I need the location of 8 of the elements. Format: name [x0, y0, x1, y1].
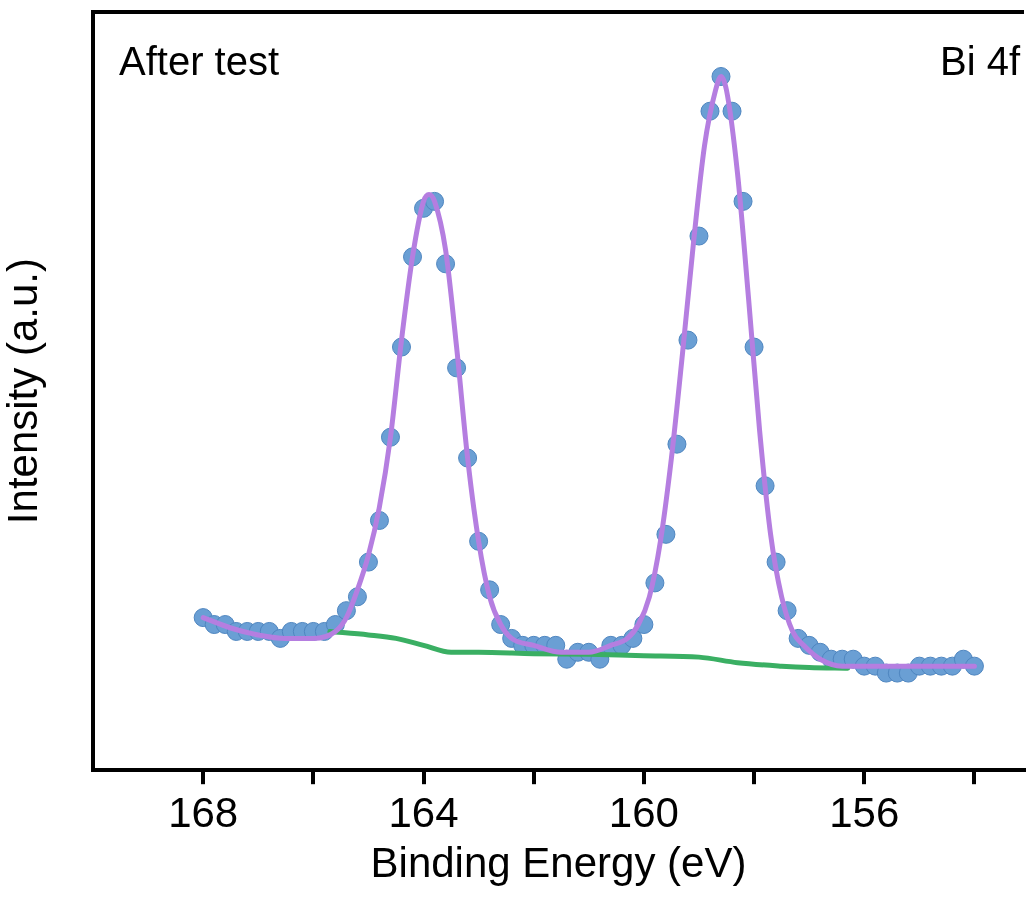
annotation: After test: [119, 39, 280, 84]
x-tick-label: 160: [608, 788, 679, 836]
x-tick-label: 168: [168, 788, 239, 836]
x-axis-title: Binding Energy (eV): [370, 839, 747, 887]
x-tick-label: 156: [829, 788, 900, 836]
annotation: Bi 4f: [939, 39, 1021, 84]
x-tick-label: 164: [388, 788, 459, 836]
y-axis-title: Intensity (a.u.): [0, 258, 46, 525]
